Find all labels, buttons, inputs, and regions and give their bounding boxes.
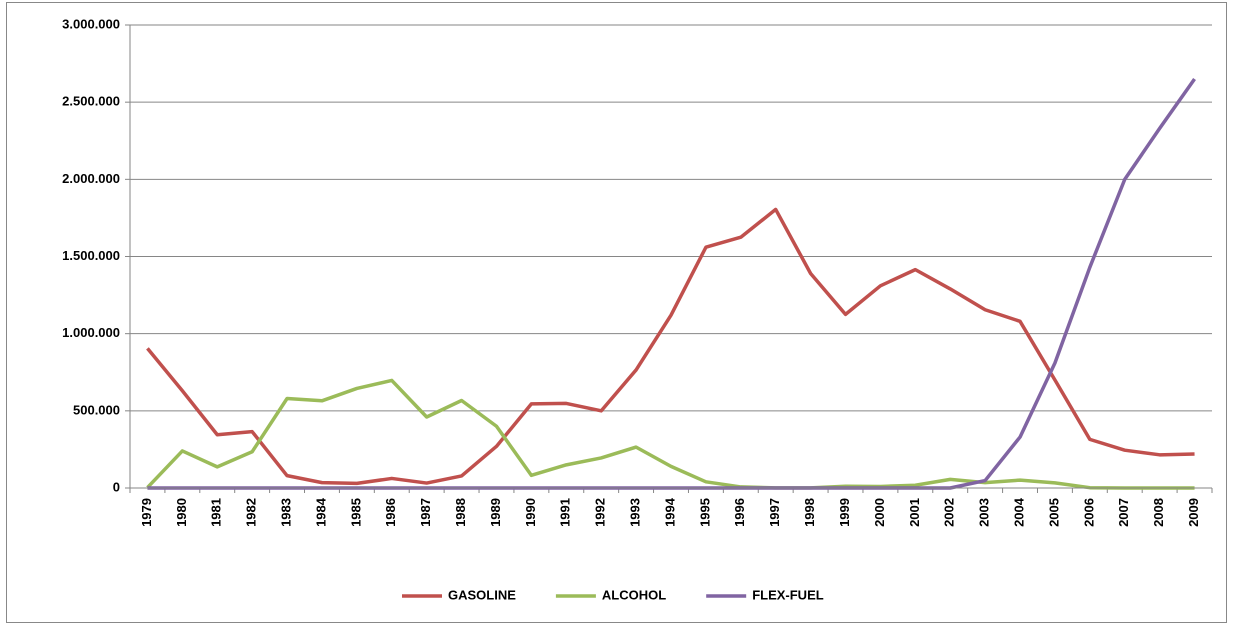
y-tick-label: 500.000 <box>73 402 120 417</box>
x-tick-label: 1986 <box>383 498 398 527</box>
x-tick-label: 1991 <box>558 498 573 527</box>
x-tick-label: 1988 <box>453 498 468 527</box>
x-tick-label: 1993 <box>628 498 643 527</box>
data-line <box>146 378 1195 490</box>
y-tick-label: 2.500.000 <box>62 94 120 109</box>
x-tick-label: 1980 <box>174 498 189 527</box>
x-tick-label: 2001 <box>907 498 922 527</box>
x-tick-label: 1996 <box>732 498 747 527</box>
x-tick-label: 2003 <box>977 498 992 527</box>
x-tick-label: 1995 <box>697 498 712 527</box>
y-tick-label: 1.500.000 <box>62 248 120 263</box>
x-tick-label: 2009 <box>1186 498 1201 527</box>
x-tick-label: 2000 <box>872 498 887 527</box>
x-tick-label: 1987 <box>418 498 433 527</box>
x-tick-label: 1983 <box>279 498 294 527</box>
y-tick-label: 0 <box>113 479 120 494</box>
x-tick-label: 1992 <box>593 498 608 527</box>
data-line <box>146 207 1195 486</box>
x-tick-label: 2005 <box>1046 498 1061 527</box>
x-tick-label: 1985 <box>348 498 363 527</box>
x-tick-label: 1979 <box>139 498 154 527</box>
legend-label: GASOLINE <box>448 587 516 602</box>
x-tick-label: 2002 <box>942 498 957 527</box>
x-tick-label: 1994 <box>662 497 677 527</box>
x-tick-label: 2006 <box>1081 498 1096 527</box>
y-tick-label: 2.000.000 <box>62 171 120 186</box>
y-tick-label: 1.000.000 <box>62 325 120 340</box>
x-tick-label: 1998 <box>802 498 817 527</box>
x-tick-label: 1997 <box>767 498 782 527</box>
legend-label: ALCOHOL <box>602 587 666 602</box>
x-tick-label: 2008 <box>1151 498 1166 527</box>
x-tick-label: 1981 <box>209 498 224 527</box>
x-tick-label: 1990 <box>523 498 538 527</box>
chart-border <box>6 2 1227 623</box>
x-tick-label: 1984 <box>313 497 328 527</box>
x-tick-label: 1999 <box>837 498 852 527</box>
x-tick-label: 1982 <box>244 498 259 527</box>
x-tick-label: 1989 <box>488 498 503 527</box>
x-tick-label: 2007 <box>1116 498 1131 527</box>
x-tick-label: 2004 <box>1011 497 1026 527</box>
y-tick-label: 3.000.000 <box>62 16 120 31</box>
legend-label: FLEX-FUEL <box>752 587 824 602</box>
